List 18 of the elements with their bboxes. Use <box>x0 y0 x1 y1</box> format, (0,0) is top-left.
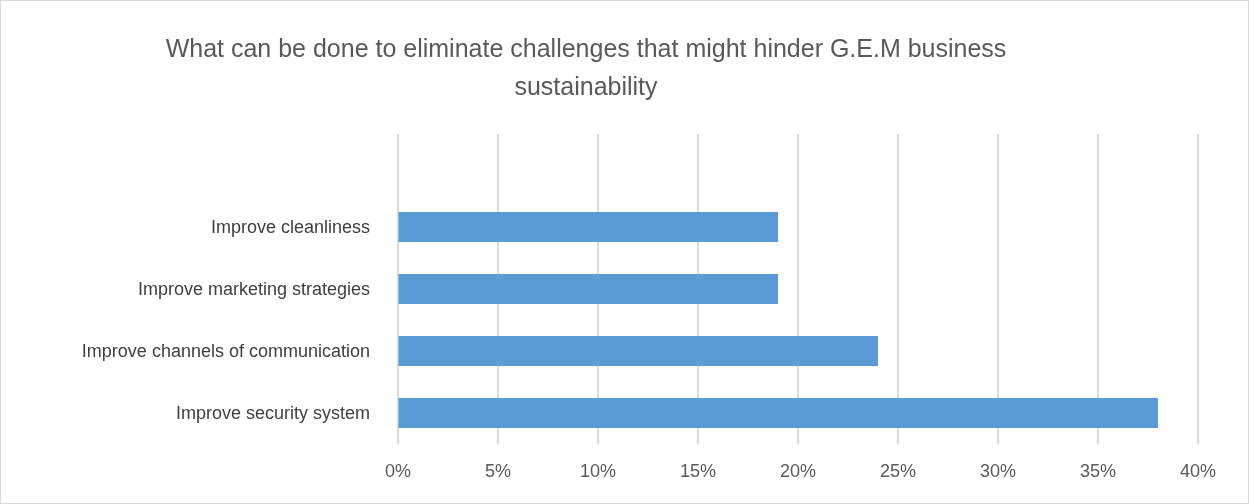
chart-title: What can be done to eliminate challenges that might hinder G.E.M business sustainability <box>164 33 1008 102</box>
x-tick-label: 20% <box>779 460 817 481</box>
bar <box>398 398 1158 428</box>
x-tick-label: 10% <box>579 460 617 481</box>
bar <box>398 212 778 242</box>
x-tick-label: 30% <box>979 460 1017 481</box>
x-tick-label: 5% <box>484 460 512 481</box>
bar <box>398 336 878 366</box>
x-tick-label: 35% <box>1079 460 1117 481</box>
x-tick-label: 40% <box>1179 460 1217 481</box>
x-tick-label: 15% <box>679 460 717 481</box>
x-tick-label: 0% <box>384 460 412 481</box>
y-tick-label: Improve security system <box>175 403 370 424</box>
bar <box>398 274 778 304</box>
y-tick-label: Improve cleanliness <box>210 217 370 238</box>
y-tick-label: Improve marketing strategies <box>137 279 370 300</box>
x-tick-label: 25% <box>879 460 917 481</box>
y-tick-label: Improve channels of communication <box>81 341 370 362</box>
